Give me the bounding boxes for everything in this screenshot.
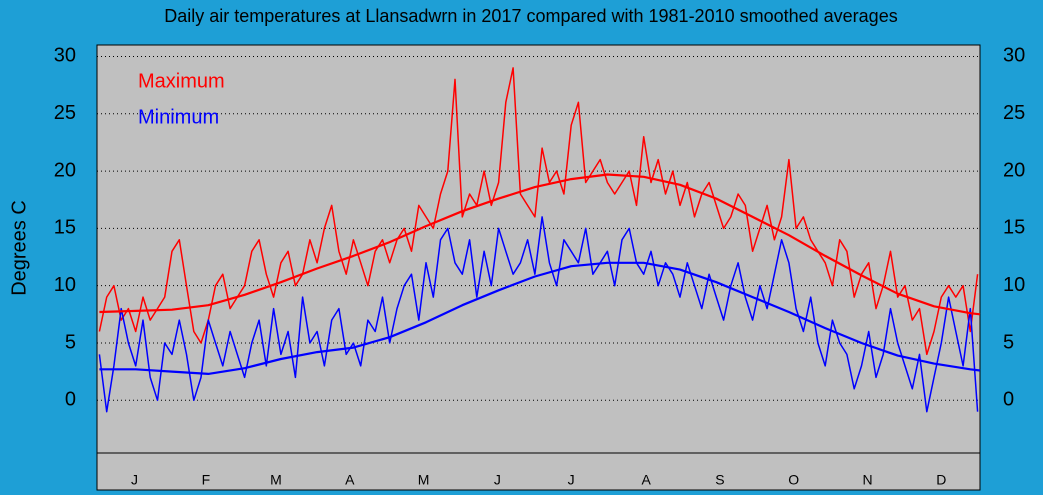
legend-entry: Minimum: [138, 106, 219, 128]
x-tick-label: N: [862, 472, 872, 488]
y-tick-label-right: 25: [1003, 102, 1025, 124]
y-tick-label: 25: [54, 102, 76, 124]
x-tick-label: A: [641, 472, 651, 488]
average-line: [99, 173, 981, 316]
y-tick-label-right: 20: [1003, 159, 1025, 181]
series-line: [98, 216, 979, 413]
y-tick-label-right: 5: [1003, 331, 1014, 353]
legend-entry: Maximum: [138, 70, 225, 92]
average-line: [99, 261, 981, 375]
y-tick-label: 0: [65, 389, 76, 411]
y-tick-label: 10: [54, 274, 76, 296]
series-line: [98, 67, 979, 356]
x-axis-band: [96, 452, 981, 491]
x-tick-label: D: [936, 472, 946, 488]
x-tick-label: F: [202, 472, 211, 488]
x-tick-label: J: [131, 472, 138, 488]
y-tick-label: 20: [54, 159, 76, 181]
y-tick-label-right: 0: [1003, 389, 1014, 411]
y-tick-label: 15: [54, 217, 76, 239]
y-tick-label-right: 15: [1003, 217, 1025, 239]
x-tick-label: M: [418, 472, 430, 488]
chart-title: Daily air temperatures at Llansadwrn in …: [164, 6, 897, 26]
y-axis-label: Degrees C: [8, 200, 30, 296]
y-tick-label: 5: [65, 331, 76, 353]
y-tick-label-right: 30: [1003, 45, 1025, 67]
y-tick-label-right: 10: [1003, 274, 1025, 296]
y-tick-label: 30: [54, 45, 76, 67]
x-tick-label: S: [715, 472, 724, 488]
x-tick-label: O: [788, 472, 799, 488]
x-tick-label: J: [568, 472, 575, 488]
x-tick-label: M: [270, 472, 282, 488]
x-tick-label: A: [345, 472, 355, 488]
x-tick-label: J: [494, 472, 501, 488]
